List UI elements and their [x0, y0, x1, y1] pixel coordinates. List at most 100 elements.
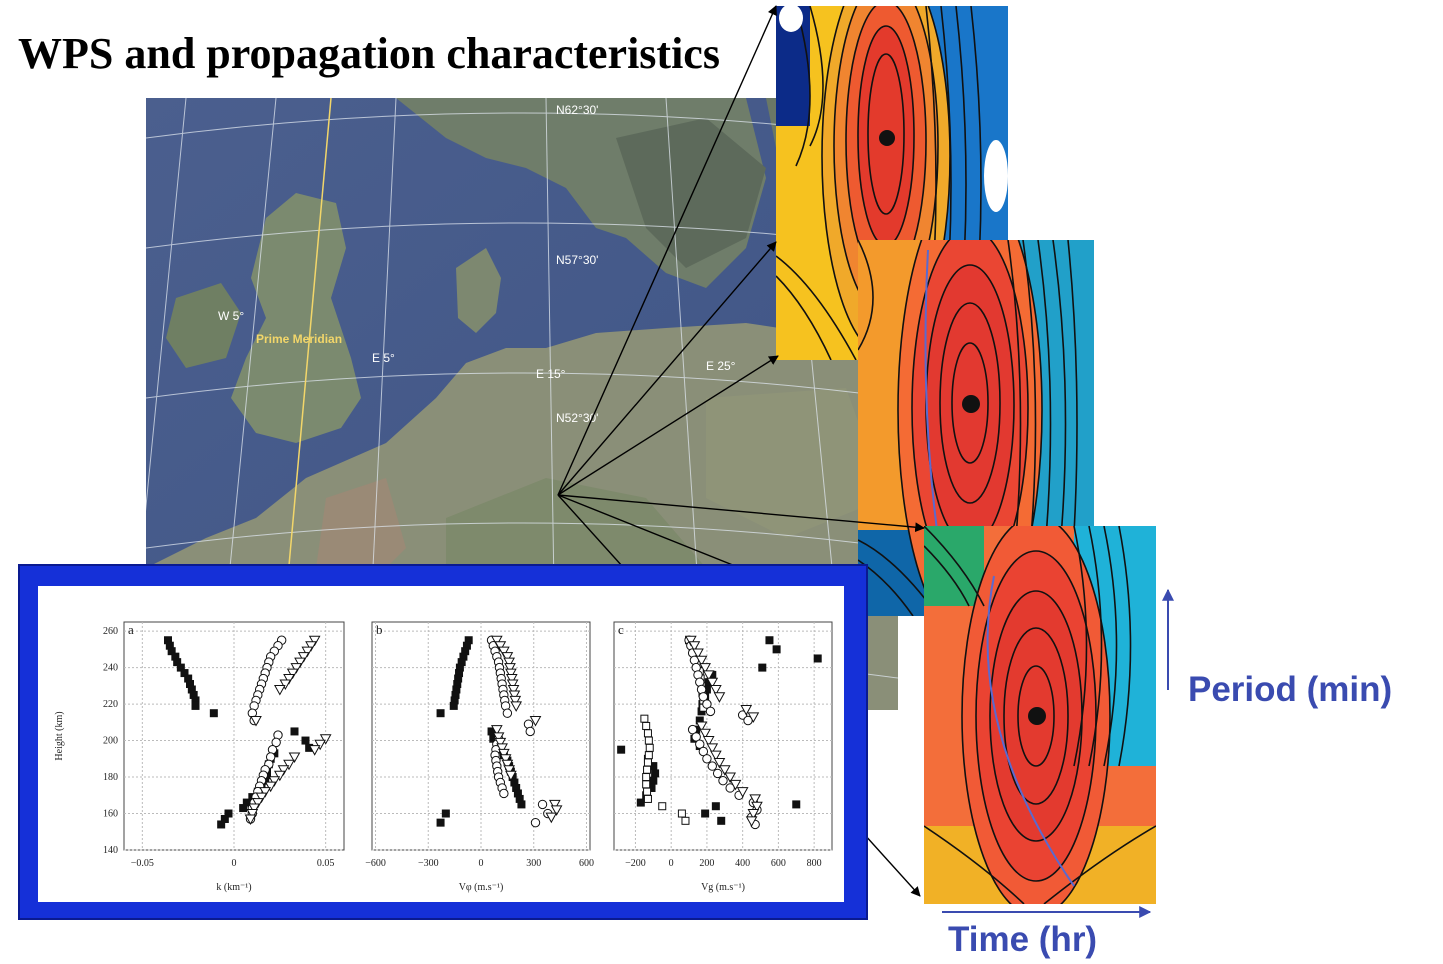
data-point-filled-square — [695, 716, 704, 725]
y-tick-label: 240 — [103, 663, 118, 674]
data-point-triangle — [749, 794, 762, 805]
data-point-circle — [525, 726, 535, 737]
data-point-circle — [502, 708, 513, 718]
x-tick-label: −600 — [365, 858, 386, 869]
data-point-filled-square — [765, 636, 774, 645]
data-point-circle — [695, 739, 705, 749]
data-point-open-square — [640, 714, 649, 723]
data-point-filled-square — [517, 800, 526, 809]
propagation-graphs: −0.05 0 0.05 260 240 220 200 180 160 140 Height (k… — [38, 586, 844, 902]
x-tick-label: 400 — [735, 858, 750, 869]
data-point-triangle — [747, 809, 760, 820]
data-point-open-square — [677, 809, 686, 818]
data-point-triangle — [684, 635, 697, 647]
x-axis-label: k (km⁻¹) — [216, 882, 251, 893]
data-point-triangle — [498, 748, 510, 760]
data-point-triangle — [501, 759, 514, 771]
data-point-triangle — [505, 668, 517, 680]
data-point-triangle — [702, 670, 715, 681]
data-point-filled-square — [173, 658, 182, 667]
data-point-circle — [702, 754, 712, 764]
data-point-triangle — [529, 715, 542, 727]
data-point-open-square — [643, 729, 652, 738]
data-point-triangle — [268, 776, 281, 787]
data-point-triangle — [745, 816, 758, 827]
data-point-triangle — [545, 812, 558, 824]
data-point-triangle — [246, 809, 259, 820]
data-point-filled-square — [209, 709, 218, 718]
data-point-filled-square — [510, 778, 519, 787]
data-point-triangle — [710, 684, 722, 696]
data-point-triangle — [273, 684, 286, 696]
data-point-triangle — [255, 792, 268, 804]
data-point-filled-square — [217, 820, 226, 829]
data-point-filled-square — [184, 674, 193, 683]
data-point-open-square — [644, 736, 653, 745]
time-axis-label: Time (hr) — [948, 920, 1098, 959]
data-point-filled-square — [191, 696, 200, 705]
x-tick-label: 0 — [669, 858, 674, 869]
data-point-circle — [698, 692, 709, 702]
data-point-triangle — [244, 814, 257, 826]
data-point-open-square — [681, 816, 690, 825]
lon-label-e5: E 5° — [372, 351, 395, 365]
data-point-triangle — [702, 736, 715, 747]
data-point-triangle — [505, 770, 517, 782]
data-point-triangle — [713, 692, 726, 703]
data-point-filled-square — [461, 647, 470, 656]
data-point-filled-square — [305, 743, 314, 752]
panel-letter: b — [376, 622, 383, 637]
data-point-open-square — [643, 787, 652, 796]
data-point-triangle — [503, 765, 515, 776]
data-point-filled-square — [649, 776, 658, 785]
data-point-triangle — [710, 750, 722, 762]
data-point-triangle — [724, 772, 736, 784]
data-point-triangle — [506, 679, 519, 691]
data-point-triangle — [503, 657, 515, 669]
x-tick-label: 600 — [771, 858, 786, 869]
data-point-filled-square — [165, 641, 174, 650]
data-point-filled-square — [512, 783, 521, 792]
data-point-triangle — [499, 754, 512, 765]
data-point-triangle — [248, 803, 261, 815]
data-point-filled-square — [758, 663, 767, 672]
data-point-triangle — [286, 668, 299, 680]
data-point-filled-square — [772, 645, 781, 654]
data-point-triangle — [288, 752, 301, 764]
x-tick-label: 200 — [699, 858, 714, 869]
data-point-filled-square — [717, 816, 726, 825]
y-tick-label: 220 — [103, 699, 118, 710]
data-point-open-square — [643, 765, 652, 774]
data-point-triangle — [550, 805, 563, 816]
data-point-filled-square — [224, 809, 233, 818]
data-point-filled-square — [649, 762, 658, 771]
data-point-filled-square — [813, 654, 822, 663]
x-tick-label: −300 — [418, 858, 439, 869]
slide-title: WPS and propagation characteristics — [18, 29, 720, 78]
data-point-triangle — [283, 759, 295, 771]
x-tick-label: 800 — [807, 858, 822, 869]
lat-label-62: N62°30' — [556, 103, 598, 117]
data-point-triangle — [279, 679, 292, 691]
data-point-triangle — [297, 652, 310, 663]
data-point-filled-square — [164, 636, 172, 645]
data-point-open-square — [643, 758, 652, 767]
data-point-triangle — [504, 663, 516, 674]
data-point-filled-square — [513, 789, 522, 798]
data-point-open-square — [642, 780, 651, 789]
propagation-plots: −0.05 0 0.05 260 240 220 200 180 160 140 Height (k… — [54, 621, 833, 893]
data-point-filled-square — [187, 685, 196, 694]
data-point-filled-square — [167, 647, 176, 656]
data-point-triangle — [305, 641, 317, 652]
data-point-filled-square — [617, 745, 626, 754]
x-tick-label: 0.05 — [317, 858, 335, 869]
data-point-triangle — [498, 646, 510, 658]
data-point-triangle — [505, 674, 518, 685]
x-axis-label: Vg (m.s⁻¹) — [701, 882, 745, 893]
data-point-filled-square — [220, 814, 229, 823]
data-point-filled-square — [242, 798, 251, 807]
data-point-circle — [718, 775, 728, 786]
data-point-triangle — [490, 725, 503, 736]
panel-letter: a — [128, 622, 134, 637]
x-tick-label: −200 — [625, 858, 646, 869]
